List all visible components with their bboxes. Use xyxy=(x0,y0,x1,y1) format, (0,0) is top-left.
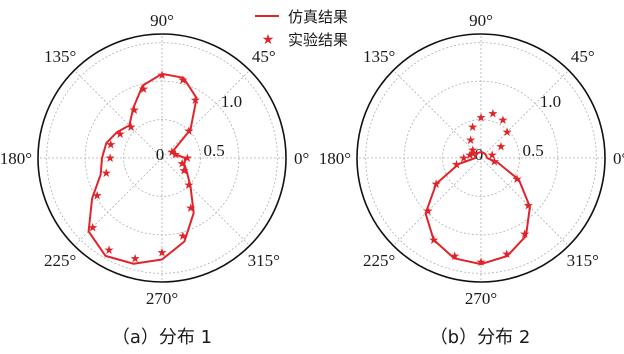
exp-point: ★ xyxy=(467,120,478,134)
exp-point: ★ xyxy=(451,158,462,172)
exp-point: ★ xyxy=(170,147,181,161)
angle-tick-label: 135° xyxy=(363,47,395,66)
exp-point: ★ xyxy=(177,156,188,170)
exp-point: ★ xyxy=(138,82,149,96)
grid-circle xyxy=(365,42,597,274)
exp-point: ★ xyxy=(105,137,116,151)
angle-tick-label: 225° xyxy=(44,251,76,270)
angle-tick-label: 315° xyxy=(248,251,280,270)
outer-ring xyxy=(356,33,606,283)
exp-point: ★ xyxy=(87,220,98,234)
exp-point: ★ xyxy=(130,251,141,265)
exp-point: ★ xyxy=(104,243,115,257)
exp-point: ★ xyxy=(523,198,534,212)
caption-b: （b）分布 2 xyxy=(430,327,531,348)
exp-point: ★ xyxy=(157,246,168,260)
exp-point: ★ xyxy=(184,124,195,138)
grid-circle xyxy=(46,42,278,274)
exp-point: ★ xyxy=(178,73,189,87)
exp-point: ★ xyxy=(126,120,137,134)
grid-spoke xyxy=(74,70,163,159)
sim-series-line xyxy=(87,72,198,265)
polar-plot-a: 0°45°90°135°180°225°270°315°0 0.51.0★★★★★… xyxy=(0,11,309,308)
exp-point: ★ xyxy=(101,166,112,180)
angle-tick-label: 0° xyxy=(294,149,309,168)
exp-point: ★ xyxy=(105,151,116,165)
exp-point: ★ xyxy=(488,106,499,120)
radial-tick-label: 0 xyxy=(156,145,165,164)
exp-point: ★ xyxy=(519,227,530,241)
exp-point: ★ xyxy=(178,229,189,243)
grid-spoke xyxy=(480,70,569,159)
grid-circle xyxy=(123,119,201,197)
exp-point: ★ xyxy=(501,247,512,261)
angle-tick-label: 90° xyxy=(469,11,493,30)
angle-tick-label: 0° xyxy=(613,149,624,168)
angle-tick-label: 90° xyxy=(150,11,174,30)
exp-point: ★ xyxy=(182,151,193,165)
sim-series-line xyxy=(424,151,531,266)
grid-spoke xyxy=(161,157,250,246)
exp-point: ★ xyxy=(157,68,168,82)
exp-point: ★ xyxy=(184,178,195,192)
exp-point: ★ xyxy=(431,177,442,191)
angle-tick-label: 45° xyxy=(252,47,276,66)
exp-point: ★ xyxy=(129,103,140,117)
exp-point: ★ xyxy=(502,125,513,139)
radial-tick-label: 1.0 xyxy=(540,92,561,111)
grid-spoke xyxy=(480,157,569,246)
exp-point: ★ xyxy=(487,148,498,162)
radial-tick-label: 0.5 xyxy=(522,141,543,160)
exp-point: ★ xyxy=(476,111,487,125)
exp-point: ★ xyxy=(467,143,478,157)
polar-plot-b: 0°45°90°135°180°225°270°315°00.51.0★★★★★… xyxy=(319,11,624,308)
outer-ring xyxy=(37,33,287,283)
exp-point: ★ xyxy=(428,233,439,247)
exp-point: ★ xyxy=(190,93,201,107)
grid-spoke xyxy=(393,157,482,246)
legend-exp-label: 实验结果 xyxy=(288,31,348,49)
legend-sim-label: 仿真结果 xyxy=(288,8,348,26)
legend-exp-star: ★ xyxy=(262,32,275,48)
angle-tick-label: 135° xyxy=(44,47,76,66)
exp-point: ★ xyxy=(92,189,103,203)
legend: 仿真结果 ★ 实验结果 xyxy=(255,8,348,49)
angle-tick-label: 270° xyxy=(465,289,497,308)
radial-tick-label: 1.0 xyxy=(221,92,242,111)
radial-tick-label: 0.5 xyxy=(203,141,224,160)
angle-tick-label: 225° xyxy=(363,251,395,270)
exp-point: ★ xyxy=(465,148,476,162)
caption-a: （a）分布 1 xyxy=(112,327,212,348)
exp-point: ★ xyxy=(167,145,178,159)
exp-point: ★ xyxy=(468,146,479,160)
angle-tick-label: 180° xyxy=(319,149,351,168)
angle-tick-label: 315° xyxy=(567,251,599,270)
radial-tick-label: 0 xyxy=(475,145,484,164)
exp-point: ★ xyxy=(115,127,126,141)
exp-point: ★ xyxy=(498,113,509,127)
angle-tick-label: 180° xyxy=(0,149,32,168)
grid-spoke xyxy=(74,157,163,246)
exp-point: ★ xyxy=(423,204,434,218)
exp-point: ★ xyxy=(179,164,190,178)
grid-spoke xyxy=(161,70,250,159)
angle-tick-label: 45° xyxy=(571,47,595,66)
exp-point: ★ xyxy=(489,155,500,169)
exp-point: ★ xyxy=(458,151,469,165)
angle-tick-label: 270° xyxy=(146,289,178,308)
exp-point: ★ xyxy=(512,172,523,186)
grid-circle xyxy=(442,119,520,197)
grid-spoke xyxy=(393,70,482,159)
exp-point: ★ xyxy=(185,201,196,215)
exp-point: ★ xyxy=(476,255,487,269)
exp-point: ★ xyxy=(449,249,460,263)
exp-point: ★ xyxy=(465,133,476,147)
exp-point: ★ xyxy=(496,140,507,154)
